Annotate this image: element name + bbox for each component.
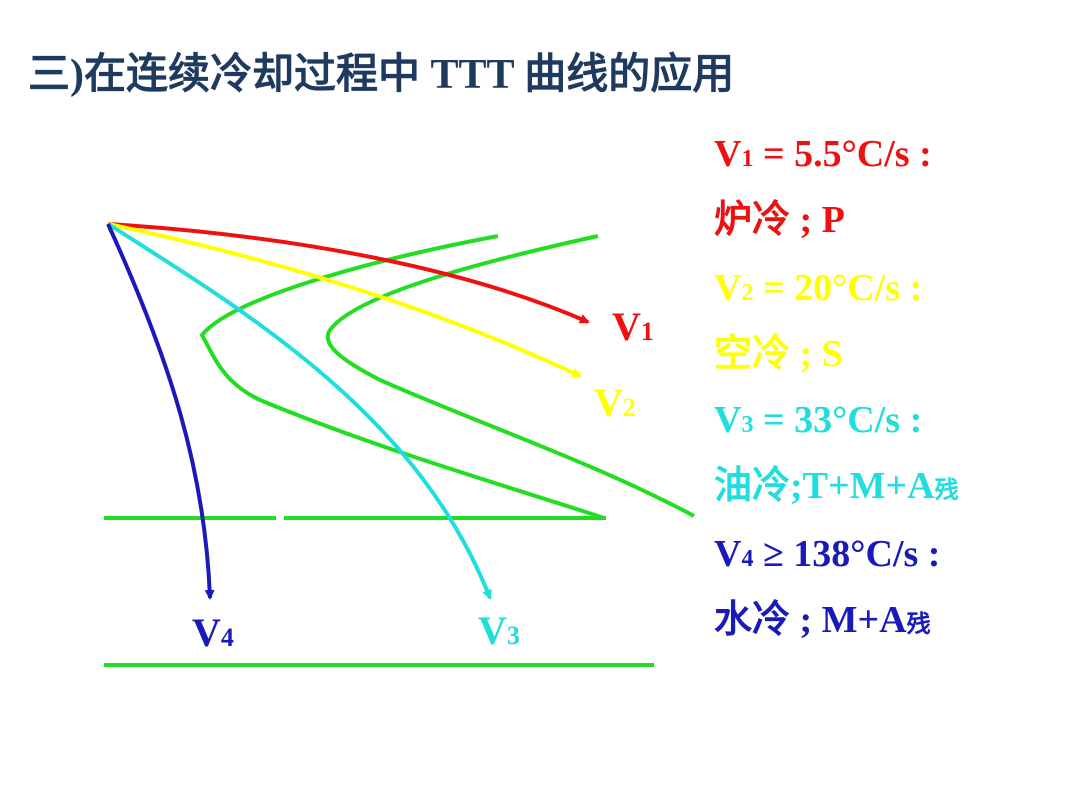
cooling-curve-v4 (106, 223, 215, 600)
legend-v2-method: 空冷 ; S (714, 333, 843, 375)
legend-v2-rate: V2 = 20°C/s : (714, 267, 923, 309)
cooling-curve-v2 (107, 222, 582, 378)
legend-v3-method: 油冷;T+M+A残 (714, 465, 959, 507)
cooling-curve-v1 (107, 222, 590, 324)
curve-label-v1: V1 (612, 304, 654, 349)
curve-label-v4: V4 (192, 610, 234, 655)
page-title: 三)在连续冷却过程中 TTT 曲线的应用 (28, 52, 735, 98)
ttt-finish-curve (326, 234, 695, 518)
legend-v3-rate: V3 = 33°C/s : (714, 399, 923, 441)
curve-label-v3: V3 (478, 608, 520, 653)
legend-v1-method: 炉冷 ; P (714, 199, 845, 241)
cooling-curve-v3 (106, 222, 492, 600)
legend-v1-rate: V1 = 5.5°C/s : (714, 133, 932, 175)
ttt-start-curve (199, 234, 605, 520)
legend-v4-method: 水冷 ; M+A残 (714, 599, 931, 641)
legend-v4-rate: V4 ≥ 138°C/s : (714, 533, 941, 575)
curve-label-v2: V2 (594, 380, 636, 425)
